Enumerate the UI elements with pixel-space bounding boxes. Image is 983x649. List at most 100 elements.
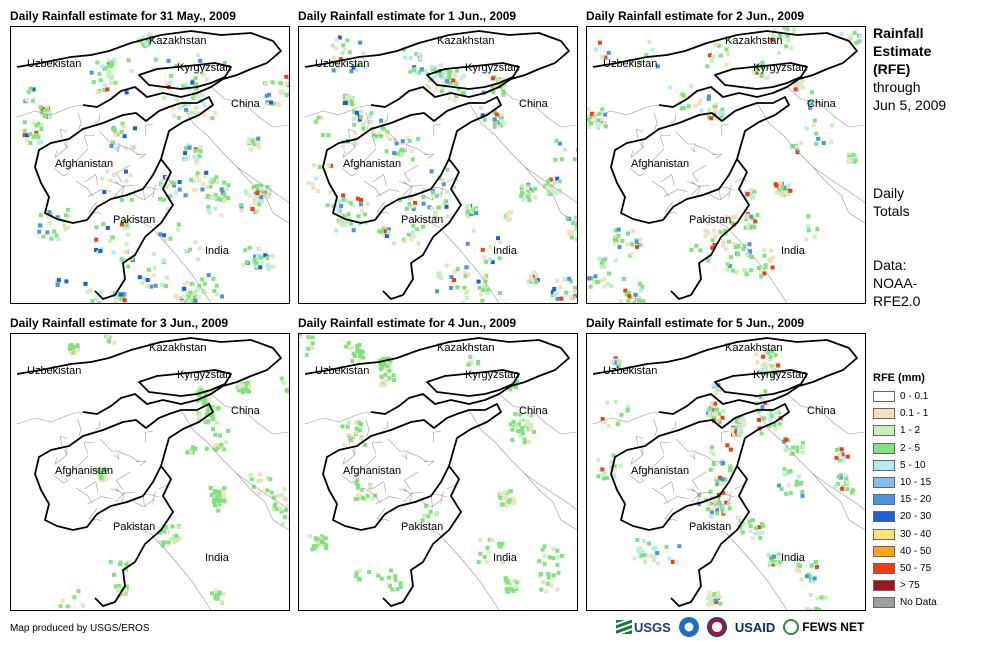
legend-label: 2 - 5: [900, 442, 921, 454]
map-canvas: Kazakhstan Uzbekistan Kyrgyzstan China Afgha…: [16, 30, 289, 303]
legend-swatch: [873, 562, 895, 574]
country-boundaries: [304, 337, 570, 607]
rainfall-cells: [306, 35, 577, 303]
country-label-kazakhstan: Kazakhstan: [437, 342, 494, 354]
legend-swatch: [873, 494, 895, 506]
country-label-kazakhstan: Kazakhstan: [437, 35, 494, 47]
country-label-china: China: [807, 405, 837, 417]
map-canvas: Kazakhstan Uzbekistan Kyrgyzstan China Afgha…: [304, 30, 577, 303]
rainfall-cells: [299, 334, 564, 594]
legend-swatch: [873, 528, 895, 540]
country-label-kyrgyzstan: Kyrgyzstan: [465, 369, 519, 381]
usgs-logo: USGS: [616, 620, 671, 635]
legend-item: 10 - 15: [873, 474, 937, 491]
country-label-india: India: [205, 245, 230, 257]
legend-item: 2 - 5: [873, 440, 937, 457]
country-label-afghanistan: Afghanistan: [343, 465, 401, 477]
country-label-india: India: [493, 552, 518, 564]
legend-swatch: [873, 459, 895, 471]
country-label-india: India: [781, 245, 806, 257]
country-label-uzbekistan: Uzbekistan: [27, 365, 81, 377]
rainfall-map: Kazakhstan Uzbekistan Kyrgyzstan China Afgha…: [10, 26, 290, 304]
country-label-kyrgyzstan: Kyrgyzstan: [753, 62, 807, 74]
rainfall-map: Kazakhstan Uzbekistan Kyrgyzstan China Afgha…: [586, 26, 866, 304]
panel-title: Daily Rainfall estimate for 5 Jun., 2009: [586, 316, 805, 330]
legend-label: No Data: [900, 597, 937, 609]
legend-label: 10 - 15: [900, 477, 932, 489]
country-label-kyrgyzstan: Kyrgyzstan: [177, 369, 231, 381]
legend-label: 15 - 20: [900, 494, 932, 506]
legend-label: 30 - 40: [900, 528, 932, 540]
credit-text: Map produced by USGS/EROS: [10, 623, 150, 634]
rainfall-cells: [596, 348, 855, 610]
legend-item: 5 - 10: [873, 457, 937, 474]
country-label-china: China: [519, 98, 549, 110]
country-label-kyrgyzstan: Kyrgyzstan: [465, 62, 519, 74]
legend-heading: Rainfall Estimate (RFE) through Jun 5, 2…: [873, 25, 947, 113]
panel-title: Daily Rainfall estimate for 2 Jun., 2009: [586, 9, 805, 23]
legend-item: 20 - 30: [873, 508, 937, 525]
legend-label: 0.1 - 1: [900, 408, 929, 420]
country-label-afghanistan: Afghanistan: [55, 465, 113, 477]
country-label-afghanistan: Afghanistan: [55, 158, 113, 170]
legend-item: 15 - 20: [873, 491, 937, 508]
country-label-afghanistan: Afghanistan: [631, 465, 689, 477]
map-canvas: Kazakhstan Uzbekistan Kyrgyzstan China Afgha…: [587, 27, 865, 303]
legend-item: 0 - 0.1: [873, 388, 937, 405]
country-label-kyrgyzstan: Kyrgyzstan: [753, 369, 807, 381]
country-label-india: India: [493, 245, 518, 257]
country-label-china: China: [231, 98, 261, 110]
legend-item: No Data: [873, 594, 937, 611]
noaa-seal-icon: [678, 617, 699, 637]
province-boundaries: [16, 86, 289, 303]
panel-title: Daily Rainfall estimate for 1 Jun., 2009: [298, 9, 517, 23]
province-boundaries: [304, 393, 577, 610]
rainfall-map: Kazakhstan Uzbekistan Kyrgyzstan China Afgha…: [586, 333, 866, 611]
rainfall-map: Kazakhstan Uzbekistan Kyrgyzstan China Afgha…: [298, 26, 578, 304]
country-label-pakistan: Pakistan: [689, 214, 731, 226]
country-boundaries: [304, 30, 570, 300]
province-boundaries: [16, 393, 289, 610]
country-label-afghanistan: Afghanistan: [343, 158, 401, 170]
country-label-china: China: [231, 405, 261, 417]
country-label-kazakhstan: Kazakhstan: [149, 342, 206, 354]
legend-label: > 75: [900, 580, 920, 592]
country-label-uzbekistan: Uzbekistan: [603, 58, 657, 70]
province-boundaries: [304, 86, 577, 303]
legend-label: 50 - 75: [900, 562, 932, 574]
legend-item: 30 - 40: [873, 526, 937, 543]
country-label-afghanistan: Afghanistan: [631, 158, 689, 170]
legend-label: 1 - 2: [900, 425, 921, 437]
country-label-pakistan: Pakistan: [401, 521, 443, 533]
legend-item: 1 - 2: [873, 422, 937, 439]
province-boundaries: [592, 86, 865, 303]
legend-swatch: [873, 597, 895, 609]
country-label-pakistan: Pakistan: [689, 521, 731, 533]
legend-title: RFE (mm): [873, 372, 925, 384]
legend-label: 0 - 0.1: [900, 391, 929, 403]
legend-swatch: [873, 511, 895, 523]
legend-label: 20 - 30: [900, 511, 932, 523]
legend-item: 50 - 75: [873, 560, 937, 577]
legend-swatch: [873, 580, 895, 592]
legend-swatch: [873, 442, 895, 454]
country-label-china: China: [807, 98, 837, 110]
map-canvas: Kazakhstan Uzbekistan Kyrgyzstan China Afgha…: [16, 334, 289, 610]
logo-strip: USGS USAID FEWS NET: [616, 617, 864, 637]
legend-item: > 75: [873, 577, 937, 594]
rfe-legend: RFE (mm) 0 - 0.1 0.1 - 1 1 - 2 2 - 5 5 - 10 1…: [873, 372, 937, 611]
country-label-kazakhstan: Kazakhstan: [149, 35, 206, 47]
panel-title: Daily Rainfall estimate for 31 May., 200…: [10, 9, 236, 23]
daily-totals-note: Daily Totals: [873, 185, 910, 219]
legend-label: 40 - 50: [900, 545, 932, 557]
country-boundaries: [16, 337, 282, 607]
country-label-uzbekistan: Uzbekistan: [315, 365, 369, 377]
rainfall-map: Kazakhstan Uzbekistan Kyrgyzstan China Afgha…: [10, 333, 290, 611]
map-canvas: Kazakhstan Uzbekistan Kyrgyzstan China Afgha…: [299, 334, 577, 610]
legend-swatch: [873, 477, 895, 489]
fews-net-logo: FEWS NET: [783, 619, 864, 635]
legend-swatch: [873, 391, 895, 403]
rainfall-cells: [587, 27, 862, 303]
panel-title: Daily Rainfall estimate for 4 Jun., 2009: [298, 316, 517, 330]
country-label-india: India: [205, 552, 230, 564]
